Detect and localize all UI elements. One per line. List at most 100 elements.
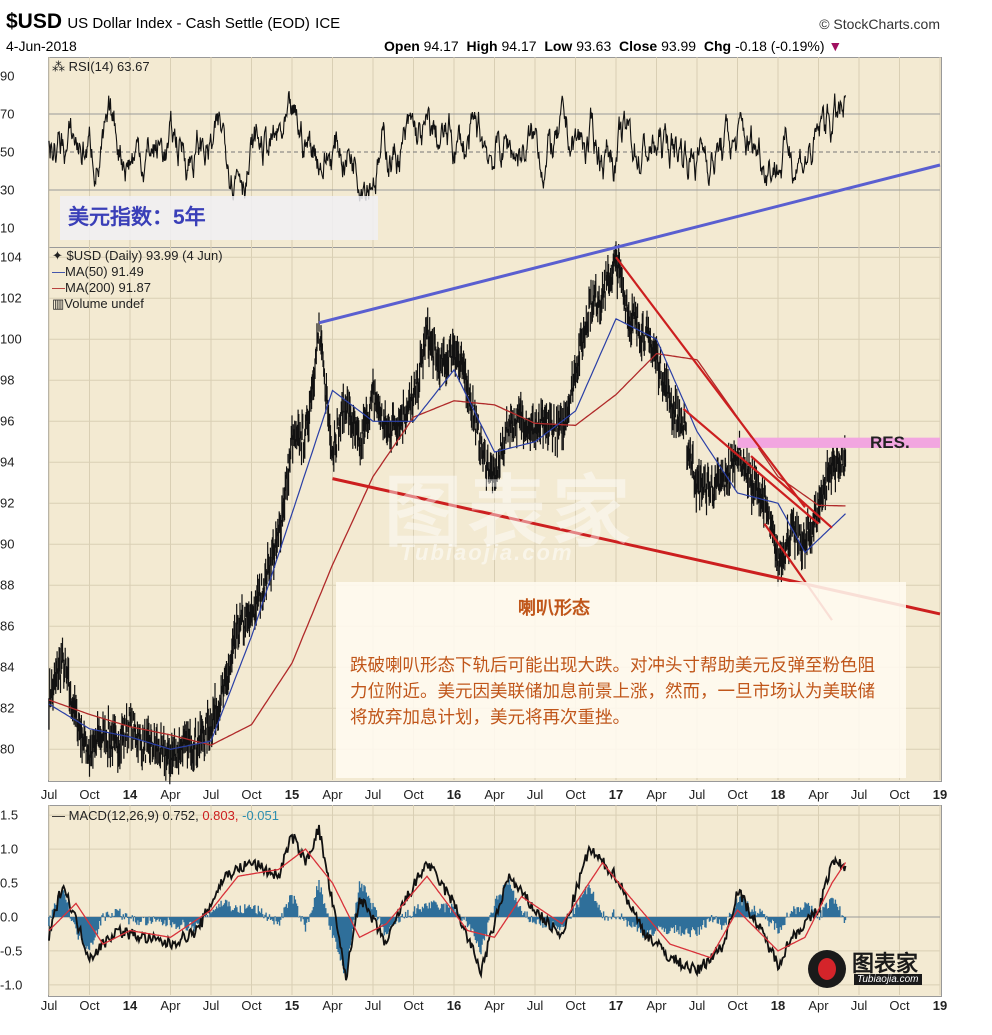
trendline-down2 bbox=[682, 408, 820, 525]
x-tick-label: Oct bbox=[79, 787, 100, 802]
x-tick-label-macd: Apr bbox=[484, 998, 505, 1013]
ma50-legend-row: —MA(50) 91.49 bbox=[52, 264, 144, 279]
rsi-legend: ⁂ RSI(14) 63.67 bbox=[52, 59, 150, 75]
rsi-line bbox=[48, 91, 847, 202]
price-tick-label: 92 bbox=[0, 495, 15, 511]
volume-icon: ▥ bbox=[52, 296, 65, 311]
index-name: US Dollar Index - Cash Settle (EOD) bbox=[67, 15, 310, 32]
price-tick-label: 84 bbox=[0, 659, 15, 675]
x-tick-label-macd: 18 bbox=[770, 998, 786, 1013]
resistance-band bbox=[737, 437, 940, 448]
low-label: Low bbox=[544, 38, 573, 54]
close-label: Close bbox=[619, 38, 658, 54]
x-tick-label-macd: Oct bbox=[727, 998, 748, 1013]
ma200-line bbox=[48, 352, 846, 746]
price-tick-label: 100 bbox=[0, 331, 22, 347]
x-tick-label: Apr bbox=[160, 787, 181, 802]
x-tick-label-macd: 14 bbox=[122, 998, 138, 1013]
macd-tick-label: 1.5 bbox=[0, 807, 19, 823]
high-value: 94.17 bbox=[501, 38, 537, 54]
chg-label: Chg bbox=[703, 38, 732, 54]
rsi-legend-icon: ⁂ bbox=[52, 59, 65, 74]
x-tick-label-macd: 16 bbox=[446, 998, 462, 1013]
x-tick-label: 16 bbox=[446, 787, 462, 802]
macd-tick-label: -1.0 bbox=[0, 977, 23, 993]
close-value: 93.99 bbox=[661, 38, 697, 54]
x-tick-label: Oct bbox=[727, 787, 748, 802]
analysis-note: 跌破喇叭形态下轨后可能出现大跌。对冲头寸帮助美元反弹至粉色阻力位附近。美元因美联… bbox=[350, 655, 875, 727]
trendline-down1 bbox=[615, 256, 806, 509]
price-tick-label: 104 bbox=[0, 249, 22, 265]
high-label: High bbox=[466, 38, 498, 54]
macd-tick-label: 1.0 bbox=[0, 841, 19, 857]
volume-legend-row: ▥Volume undef bbox=[52, 296, 223, 312]
price-legend-row: ✦ $USD (Daily) 93.99 (4 Jun) bbox=[52, 248, 223, 264]
x-tick-label: 14 bbox=[122, 787, 138, 802]
x-tick-label: Oct bbox=[889, 787, 910, 802]
x-tick-label: Jul bbox=[850, 787, 868, 802]
x-tick-label-macd: Jul bbox=[526, 998, 544, 1013]
price-legend: ✦ $USD (Daily) 93.99 (4 Jun) —MA(50) 91.… bbox=[52, 248, 223, 312]
volume-legend-text: Volume undef bbox=[64, 296, 144, 311]
rsi-tick-label: 90 bbox=[0, 68, 15, 84]
x-tick-label: 17 bbox=[608, 787, 624, 802]
source-credit[interactable]: © StockCharts.com bbox=[819, 16, 940, 32]
x-tick-label-macd: Apr bbox=[160, 998, 181, 1013]
price-tick-label: 80 bbox=[0, 741, 15, 757]
chg-value: -0.18 (-0.19%) bbox=[735, 38, 825, 54]
x-tick-label-macd: 19 bbox=[932, 998, 948, 1013]
x-tick-label-macd: Jul bbox=[202, 998, 220, 1013]
x-tick-label-macd: Oct bbox=[79, 998, 100, 1013]
x-tick-label-macd: 17 bbox=[608, 998, 624, 1013]
x-tick-label-macd: Apr bbox=[322, 998, 343, 1013]
low-value: 93.63 bbox=[576, 38, 612, 54]
logo-text: 图表家 bbox=[852, 951, 919, 976]
x-tick-label-macd: Oct bbox=[565, 998, 586, 1013]
x-tick-label-macd: Jul bbox=[364, 998, 382, 1013]
x-tick-label: Apr bbox=[484, 787, 505, 802]
trendline-down3 bbox=[750, 455, 833, 529]
watermark-subtext: Tubiaojia.com bbox=[400, 540, 574, 565]
logo-subtext: Tubiaojia.com bbox=[854, 974, 922, 985]
rsi-tick-label: 70 bbox=[0, 106, 15, 122]
exchange: ICE bbox=[315, 15, 341, 32]
logo-mark-icon bbox=[808, 950, 846, 988]
symbol: $USD bbox=[6, 10, 63, 33]
open-value: 94.17 bbox=[423, 38, 459, 54]
rsi-tick-label: 30 bbox=[0, 182, 15, 198]
x-tick-label-macd: Jul bbox=[688, 998, 706, 1013]
x-tick-label-macd: Oct bbox=[241, 998, 262, 1013]
x-tick-label: Oct bbox=[403, 787, 424, 802]
macd-legend-main: MACD(12,26,9) 0.752, bbox=[68, 808, 199, 823]
ma200-legend-row: —MA(200) 91.87 bbox=[52, 280, 151, 295]
resistance-label: RES. bbox=[870, 433, 910, 452]
x-tick-label-macd: Jul bbox=[40, 998, 58, 1013]
macd-legend-icon: — bbox=[52, 808, 65, 823]
x-tick-label: Apr bbox=[808, 787, 829, 802]
site-logo: 图表家 Tubiaojia.com bbox=[808, 946, 938, 992]
open-label: Open bbox=[384, 38, 420, 54]
trendline-upper bbox=[318, 163, 941, 325]
ma200-legend-text: MA(200) 91.87 bbox=[65, 280, 151, 295]
ma50-line bbox=[48, 317, 846, 750]
macd-legend-signal: 0.803, bbox=[202, 808, 239, 823]
x-tick-label: 15 bbox=[284, 787, 300, 802]
chart-title-overlay: 美元指数：5年 bbox=[60, 196, 378, 240]
x-tick-label: Jul bbox=[40, 787, 58, 802]
macd-line bbox=[48, 824, 847, 981]
price-legend-icon: ✦ bbox=[52, 248, 63, 263]
ma50-legend-text: MA(50) 91.49 bbox=[65, 264, 144, 279]
macd-legend-hist: -0.051 bbox=[242, 808, 279, 823]
price-tick-label: 86 bbox=[0, 618, 15, 634]
rsi-tick-label: 50 bbox=[0, 144, 15, 160]
macd-signal-line bbox=[48, 848, 847, 959]
x-tick-label: 18 bbox=[770, 787, 786, 802]
price-tick-label: 98 bbox=[0, 372, 15, 388]
rsi-legend-text: RSI(14) 63.67 bbox=[68, 59, 150, 74]
macd-tick-label: 0.0 bbox=[0, 909, 19, 925]
x-tick-label: 19 bbox=[932, 787, 948, 802]
macd-legend: — MACD(12,26,9) 0.752, 0.803, -0.051 bbox=[52, 808, 279, 823]
x-tick-label: Apr bbox=[322, 787, 343, 802]
x-tick-label: Jul bbox=[364, 787, 382, 802]
price-tick-label: 90 bbox=[0, 536, 15, 552]
